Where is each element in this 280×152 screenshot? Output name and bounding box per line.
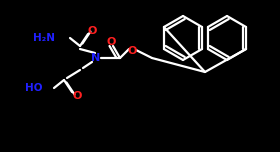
Text: H₂N: H₂N (33, 33, 55, 43)
Text: N: N (91, 53, 101, 63)
Text: O: O (72, 91, 82, 101)
Text: O: O (106, 37, 116, 47)
Text: O: O (127, 46, 137, 56)
Text: O: O (87, 26, 97, 36)
Text: HO: HO (25, 83, 42, 93)
